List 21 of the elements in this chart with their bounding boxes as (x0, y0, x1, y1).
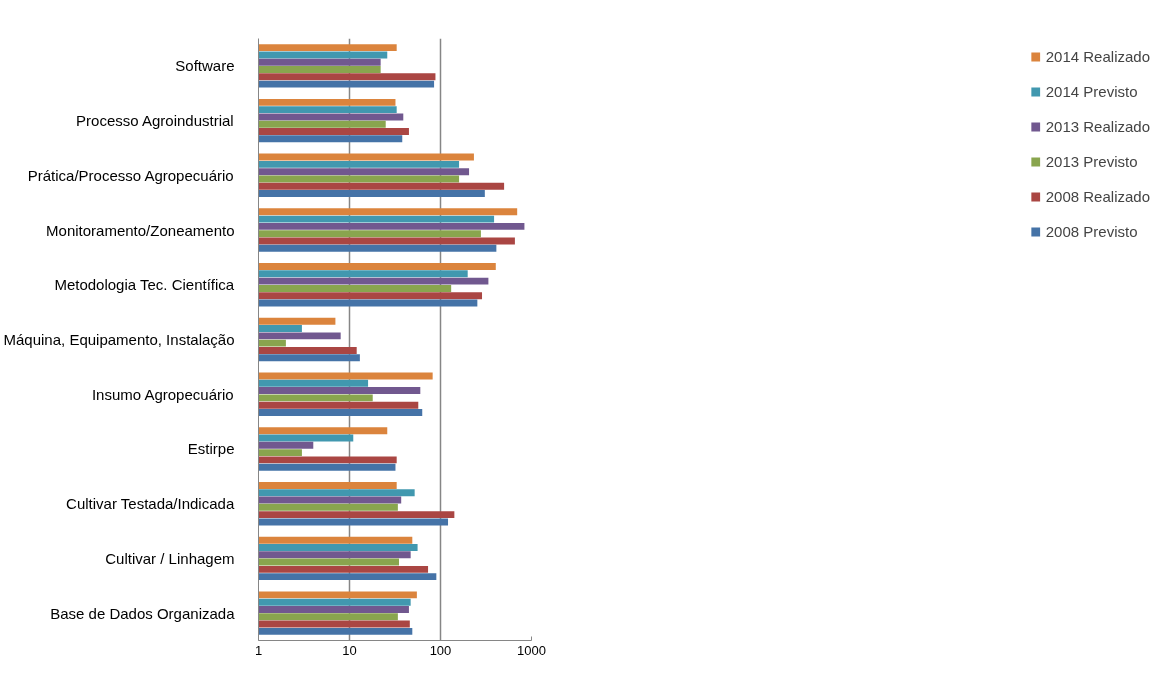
x-tick-label: 10 (342, 642, 357, 658)
y-tick-label: Base de Dados Organizada (50, 604, 236, 622)
y-tick-label: Prática/Processo Agropecuário (27, 166, 234, 184)
y-tick-label: Cultivar / Linhagem (105, 549, 235, 567)
y-tick-label: Insumo Agropecuário (91, 385, 234, 403)
y-tick-label: Estirpe (187, 440, 235, 458)
legend-label: 2014 Realizado (1045, 48, 1150, 65)
legend-label: 2013 Realizado (1045, 118, 1150, 135)
legend-label: 2008 Realizado (1045, 188, 1150, 205)
legend-label: 2013 Previsto (1045, 153, 1138, 170)
x-tick-label: 1 (254, 642, 263, 658)
y-tick-label: Máquina, Equipamento, Instalação (3, 331, 235, 348)
y-tick-label: Processo Agroindustrial (76, 112, 234, 130)
x-tick-label: 1000 (517, 642, 546, 658)
legend-label: 2014 Previsto (1045, 83, 1138, 100)
y-tick-label: Metodologia Tec. Científica (54, 276, 235, 294)
y-tick-label: Cultivar Testada/Indicada (66, 495, 235, 513)
y-tick-label: Software (175, 57, 235, 75)
legend-label: 2008 Previsto (1045, 223, 1138, 240)
x-tick-label: 100 (429, 642, 452, 658)
y-tick-label: Monitoramento/Zoneamento (46, 221, 235, 239)
